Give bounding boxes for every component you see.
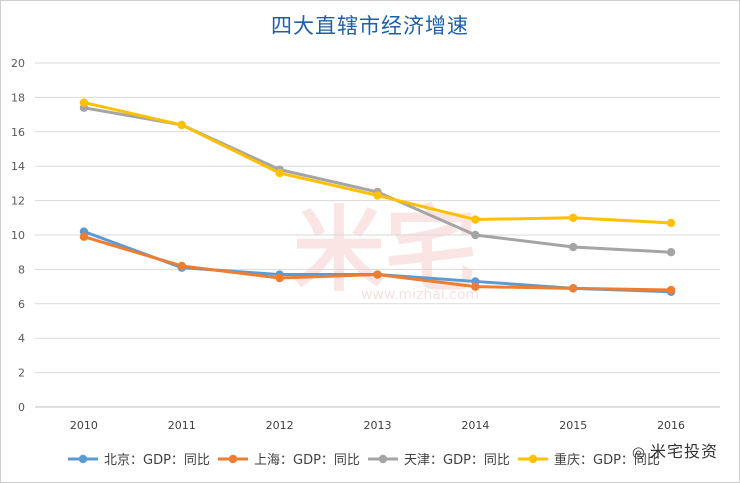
data-point [569,284,578,293]
watermark-brand-text: 米宅投资 [649,442,718,461]
series-1 [79,232,676,295]
x-tick-label: 2013 [364,419,392,432]
data-point [666,248,676,257]
legend-item: 天津：GDP：同比 [368,453,510,468]
y-tick-label: 18 [11,91,25,104]
y-axis-ticks: 0 2 4 6 8 10 12 14 16 18 20 [11,57,25,414]
x-tick-label: 2010 [70,419,98,432]
y-tick-label: 12 [11,195,25,208]
data-point [471,215,480,224]
legend-item: 重庆：GDP：同比 [518,452,660,468]
data-point [79,98,89,107]
data-point [666,218,676,228]
data-point [79,232,89,241]
watermark-brand: ◎ 米宅投资 [632,438,718,462]
y-tick-label: 0 [18,401,25,414]
data-point [373,191,382,200]
legend-marker [528,454,538,464]
data-point [177,120,186,130]
wechat-icon: ◎ [631,443,646,461]
y-tick-label: 6 [18,298,25,311]
x-axis-ticks: 2010 2011 2012 2013 2014 2015 2016 [70,419,685,432]
x-tick-label: 2015 [559,419,587,432]
watermark-logo-text: 米宅 [293,197,477,304]
legend-label: 天津：GDP：同比 [404,453,510,468]
legend-label: 上海：GDP：同比 [254,453,360,468]
y-tick-label: 4 [18,332,25,345]
y-tick-label: 2 [18,367,25,380]
series-lines [79,98,676,296]
y-tick-label: 14 [11,160,25,173]
y-tick-label: 10 [11,229,25,242]
legend-item: 上海：GDP：同比 [218,453,360,468]
legend-marker [228,454,238,464]
x-tick-label: 2014 [461,419,489,432]
data-point [275,273,284,283]
data-point [666,285,676,295]
data-point [177,261,186,271]
legend-label: 北京：GDP：同比 [104,453,210,468]
legend-marker [78,454,88,464]
chart-title: 四大直辖市经济增速 [271,14,469,38]
data-point [275,168,284,178]
data-point [569,242,578,252]
x-tick-label: 2011 [168,419,196,432]
legend-marker [378,454,388,464]
legend: 北京：GDP：同比 上海：GDP：同比 天津：GDP：同比 重庆：GDP：同比 [68,452,660,468]
x-tick-label: 2012 [266,419,294,432]
legend-item: 北京：GDP：同比 [68,453,210,468]
y-tick-label: 16 [11,126,25,139]
watermark: 米宅 www.mizhai.com [293,197,479,304]
data-point [471,230,480,240]
y-tick-label: 20 [11,57,25,70]
series-3 [79,98,676,228]
grid-lines [35,62,720,408]
legend-label: 重庆：GDP：同比 [554,452,660,468]
data-point [569,213,578,222]
watermark-url: www.mizhai.com [361,287,479,303]
y-tick-label: 8 [18,263,25,276]
data-point [373,270,382,279]
x-tick-label: 2016 [657,419,685,432]
data-point [471,282,480,291]
